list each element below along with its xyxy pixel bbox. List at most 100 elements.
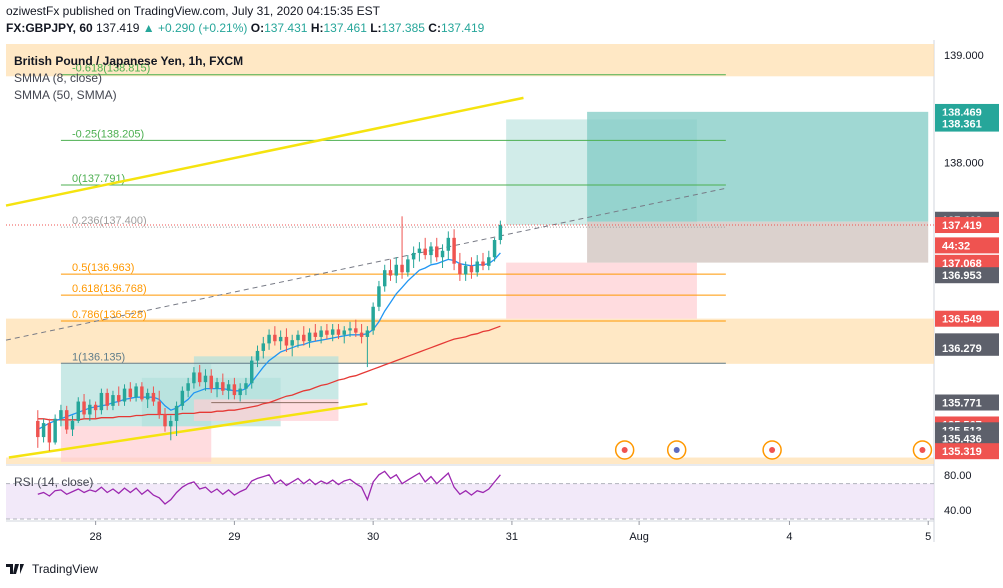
close-value: 137.419	[440, 21, 485, 35]
candle-body	[463, 265, 468, 275]
trend-line-lower	[8, 402, 368, 459]
high-label: H:	[310, 21, 324, 35]
candle-body	[435, 246, 439, 258]
candle-body	[105, 392, 109, 406]
fib-level-label: 0.236(137.400)	[72, 215, 147, 227]
tradingview-brand: TradingView	[32, 562, 99, 576]
price-label-text: 137.419	[942, 220, 982, 232]
candle-body	[278, 336, 283, 342]
position-target-box	[193, 356, 339, 400]
candle-body	[88, 404, 92, 415]
price-change: ▲ +0.290 (+0.21%)	[142, 21, 248, 35]
price-label-text: 138.361	[942, 119, 982, 131]
candle-body	[82, 401, 86, 415]
candle-body	[458, 263, 462, 275]
candle-body	[53, 418, 57, 443]
position-stop-box	[193, 399, 339, 421]
candle-body	[70, 420, 75, 430]
candle-body	[388, 270, 393, 276]
event-marker-dot	[769, 447, 776, 453]
candle-body	[267, 334, 271, 344]
rsi-tick-label: 80.00	[944, 470, 972, 482]
candle-body	[348, 328, 352, 331]
candle-body	[255, 350, 260, 361]
candle-body	[232, 384, 237, 396]
time-tick-label: 28	[89, 531, 101, 543]
last-price: 137.419	[96, 21, 140, 35]
candle-body	[394, 264, 399, 276]
rsi-legend: RSI (14, close)	[14, 475, 94, 489]
price-label-badge	[935, 217, 999, 234]
candle-body	[359, 332, 364, 337]
time-tick-label: Aug	[629, 531, 649, 543]
candle-body	[111, 395, 115, 406]
candle-body	[41, 423, 46, 438]
candle-body	[423, 248, 427, 256]
candle-body	[487, 257, 491, 266]
low-label: L:	[370, 21, 382, 35]
price-label-badge	[935, 443, 999, 460]
candle-body	[197, 372, 202, 383]
low-value: 137.385	[381, 21, 425, 35]
time-tick-label: 5	[925, 531, 931, 543]
candle-body	[59, 410, 63, 419]
smma50-line	[37, 325, 501, 421]
zone-band-middle	[6, 318, 934, 364]
candle-body	[76, 401, 81, 421]
smma8-legend: SMMA (8, close)	[14, 71, 103, 85]
trend-line-upper	[5, 96, 524, 207]
candle-body	[145, 392, 150, 400]
candle-body	[47, 423, 52, 443]
candle-body	[417, 248, 422, 253]
smma8-line	[37, 252, 501, 431]
candle-body	[365, 330, 370, 337]
candle-body	[122, 388, 127, 402]
candle-body	[325, 330, 329, 335]
time-tick-label: 31	[506, 531, 518, 543]
candle-body	[99, 392, 104, 411]
candle-body	[226, 384, 231, 391]
price-label-badge	[935, 430, 999, 447]
event-marker-dot	[621, 447, 628, 453]
candle-body	[475, 261, 479, 273]
open-label: O:	[250, 21, 265, 35]
candle-body	[261, 343, 266, 351]
candle-body	[215, 382, 219, 389]
position-entry-box	[587, 221, 929, 263]
price-label-badge	[935, 267, 999, 284]
price-label-badge	[935, 339, 999, 356]
candle-body	[163, 414, 167, 427]
position-target-box	[587, 111, 929, 222]
candle-body	[452, 237, 456, 264]
fib-level-label: 0.5(136.963)	[72, 262, 134, 274]
candle-body	[140, 386, 144, 400]
trend-channel-dashed	[5, 187, 726, 341]
price-label-badge	[935, 115, 999, 132]
smma50-legend: SMMA (50, SMMA)	[14, 88, 117, 102]
price-label-text: 135.436	[942, 434, 982, 446]
price-label-text: 135.319	[942, 446, 982, 458]
candle-body	[203, 375, 208, 383]
rsi-line	[37, 470, 501, 505]
candle-body	[429, 246, 433, 256]
chart-title: British Pound / Japanese Yen, 1h, FXCM	[14, 54, 244, 68]
candle-body	[498, 224, 503, 240]
ohlc-header: FX:GBPJPY, 60 137.419 ▲ +0.290 (+0.21%) …	[6, 21, 484, 35]
price-label-badge	[935, 310, 999, 327]
candle-body	[400, 264, 404, 273]
rsi-band	[6, 483, 934, 519]
fib-level-label: 0.618(136.768)	[72, 283, 147, 295]
candle-body	[319, 330, 323, 337]
candle-body	[481, 261, 485, 266]
candle-body	[296, 334, 300, 341]
candle-body	[330, 329, 335, 335]
candle-body	[492, 240, 497, 258]
fib-level-label: 0(137.791)	[72, 173, 125, 185]
fib-level-label: -0.618(138.815)	[72, 63, 150, 75]
candle-body	[313, 332, 318, 337]
close-label: C:	[428, 21, 441, 35]
candle-body	[209, 375, 213, 389]
price-tick-label: 139.000	[944, 50, 984, 62]
candle-body	[192, 372, 196, 384]
